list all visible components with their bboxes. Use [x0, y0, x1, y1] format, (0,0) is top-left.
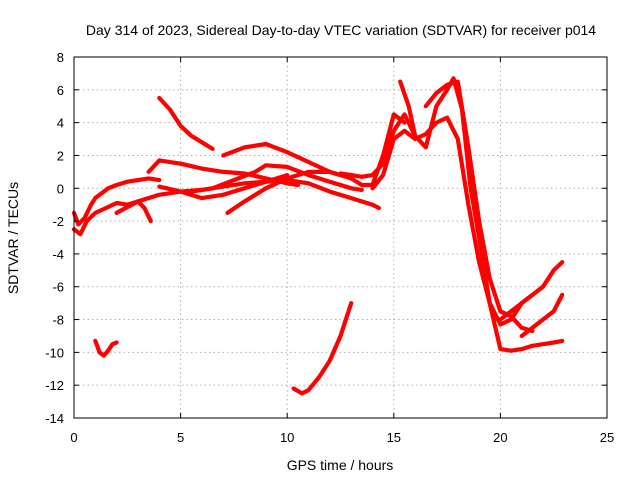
- y-tick-label: 2: [57, 148, 64, 163]
- series-arc-10: [338, 112, 418, 179]
- series-arc-11: [370, 115, 535, 327]
- x-tick-label: 15: [387, 430, 401, 445]
- plot-frame: [73, 56, 608, 419]
- y-axis-label: SDTVAR / TECUs: [5, 182, 21, 294]
- y-tick-label: -12: [45, 378, 64, 393]
- x-tick-label: 10: [280, 430, 294, 445]
- x-tick-label: 25: [600, 430, 614, 445]
- y-axis-ticks: -14 -12 -10 -8 -6 -4 -2 0 2 4 6 8: [45, 50, 607, 426]
- chart-title: Day 314 of 2023, Sidereal Day-to-day VTE…: [86, 22, 596, 38]
- series-arc-13: [423, 79, 535, 334]
- y-tick-label: 0: [57, 181, 64, 196]
- x-tick-label: 20: [493, 430, 507, 445]
- y-tick-label: -2: [52, 214, 64, 229]
- series-arc-7: [189, 163, 364, 194]
- y-tick-label: -10: [45, 345, 64, 360]
- y-tick-label: -6: [52, 280, 64, 295]
- series-arc-17: [291, 301, 354, 396]
- series-arc-15: [519, 292, 565, 339]
- series-arc-6: [157, 173, 290, 201]
- x-axis-ticks: 0 5 10 15 20 25: [70, 57, 614, 445]
- grid-lines: [74, 57, 607, 418]
- y-tick-label: 4: [57, 116, 64, 131]
- x-tick-label: 0: [70, 430, 77, 445]
- series-arc-2: [71, 199, 153, 237]
- data-series-group: [71, 76, 565, 396]
- series-arc-5: [157, 95, 215, 151]
- series-arc-14: [498, 260, 565, 322]
- y-tick-label: -14: [45, 411, 64, 426]
- series-arc-3: [114, 178, 381, 215]
- series-arc-16: [93, 338, 119, 358]
- y-tick-label: -4: [52, 247, 64, 262]
- x-tick-label: 5: [177, 430, 184, 445]
- y-tick-label: 8: [57, 50, 64, 65]
- y-tick-label: -8: [52, 313, 64, 328]
- y-tick-label: 6: [57, 83, 64, 98]
- series-arc-12: [398, 76, 565, 353]
- x-axis-label: GPS time / hours: [287, 457, 394, 473]
- series-arc-1: [71, 176, 162, 227]
